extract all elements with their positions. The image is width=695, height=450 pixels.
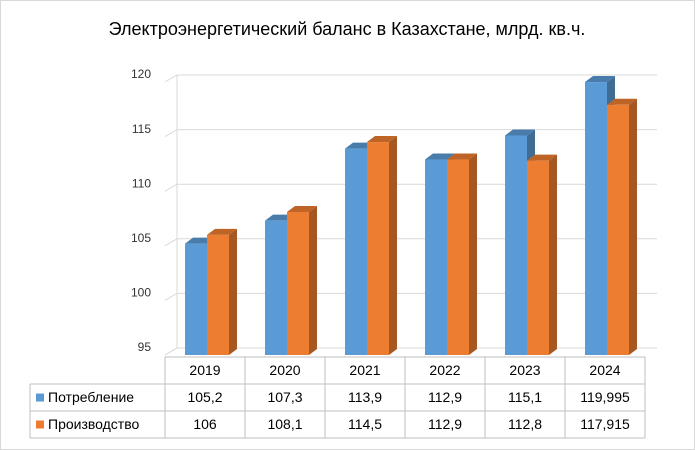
data-label: 114,5 <box>348 416 382 432</box>
data-label: 105,2 <box>187 389 222 405</box>
x-tick-label: 2024 <box>589 362 620 378</box>
bar-top <box>527 154 557 161</box>
bar-front <box>447 159 469 355</box>
data-label: 106 <box>193 416 217 432</box>
y-tick-label: 95 <box>138 340 152 354</box>
data-label: 112,9 <box>428 389 462 405</box>
bar <box>447 153 477 355</box>
y-tick-label: 105 <box>131 231 151 245</box>
bar-front <box>607 104 629 356</box>
chart-title: Электроэнергетический баланс в Казахстан… <box>109 19 586 39</box>
data-label: 119,995 <box>580 389 630 405</box>
bar-top <box>425 153 455 160</box>
x-tick-label: 2021 <box>349 362 380 378</box>
grid-line <box>164 129 657 138</box>
grid-line <box>164 74 657 83</box>
bar-front <box>527 160 549 355</box>
data-label: 108,1 <box>267 416 302 432</box>
bar-side <box>469 153 477 355</box>
bar-top <box>505 129 535 136</box>
bar-front <box>367 142 389 355</box>
data-label: 107,3 <box>267 389 302 405</box>
x-tick-label: 2022 <box>429 362 460 378</box>
bar-front <box>207 234 229 355</box>
bar-top <box>447 153 477 160</box>
bar-front <box>585 82 607 356</box>
data-label: 113,9 <box>348 389 382 405</box>
bar <box>527 154 557 355</box>
x-tick-label: 2019 <box>189 362 220 378</box>
data-label: 115,1 <box>508 389 542 405</box>
grid-line <box>164 183 657 192</box>
bar-front <box>345 148 367 355</box>
legend-swatch <box>36 420 44 429</box>
bar-front <box>425 159 447 355</box>
bar-side <box>229 228 237 355</box>
grid-line <box>164 292 657 301</box>
bar-side <box>309 205 317 355</box>
y-tick-label: 110 <box>132 176 151 190</box>
x-tick-label: 2020 <box>269 362 300 378</box>
bar-front <box>287 211 309 355</box>
bar-side <box>629 98 637 356</box>
bar-top <box>607 98 637 105</box>
y-tick-label: 120 <box>131 67 151 81</box>
data-label: 117,915 <box>580 416 630 432</box>
bar <box>207 228 237 355</box>
bar-top <box>207 228 237 235</box>
bar-top <box>367 136 397 143</box>
y-tick-label: 115 <box>132 122 151 136</box>
bar-front <box>265 220 287 355</box>
bar <box>607 98 637 356</box>
bar-side <box>389 136 397 355</box>
bar <box>287 205 317 355</box>
bar-top <box>287 205 317 212</box>
legend-label: Производство <box>48 416 139 432</box>
legend-swatch <box>36 393 44 402</box>
x-tick-label: 2023 <box>509 362 540 378</box>
bar-side <box>549 154 557 355</box>
y-tick-label: 100 <box>131 286 151 300</box>
data-label: 112,8 <box>508 416 542 432</box>
grid-line <box>164 347 657 356</box>
bar <box>367 136 397 355</box>
bar-front <box>185 243 207 355</box>
bar-front <box>505 135 527 355</box>
bar-top <box>585 76 615 83</box>
legend-label: Потребление <box>48 389 134 405</box>
grid-line <box>164 238 657 247</box>
data-label: 112,9 <box>428 416 462 432</box>
